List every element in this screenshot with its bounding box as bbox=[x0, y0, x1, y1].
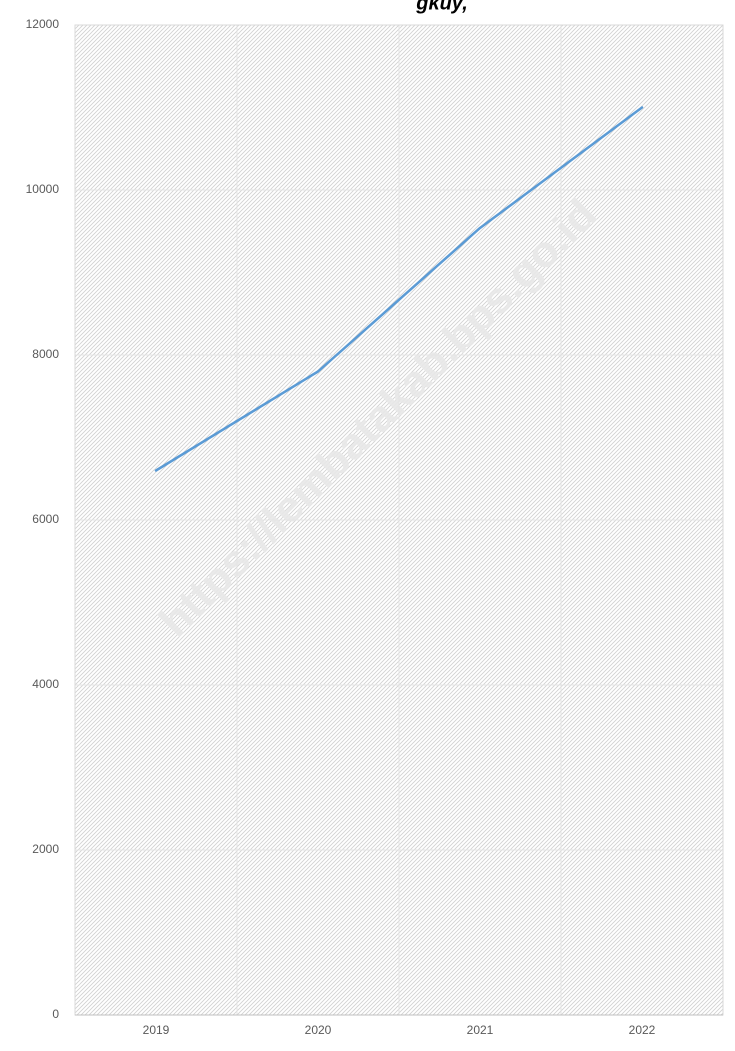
chart-title: gkuy, bbox=[415, 0, 468, 14]
x-tick-label: 2022 bbox=[629, 1023, 656, 1037]
line-series bbox=[154, 106, 644, 472]
y-tick-label: 10000 bbox=[26, 182, 60, 196]
y-tick-label: 0 bbox=[52, 1007, 59, 1021]
x-tick-label: 2020 bbox=[305, 1023, 332, 1037]
x-tick-label: 2021 bbox=[467, 1023, 494, 1037]
x-tick-label: 2019 bbox=[143, 1023, 170, 1037]
y-tick-label: 12000 bbox=[26, 17, 60, 31]
y-tick-label: 4000 bbox=[32, 677, 59, 691]
y-tick-label: 2000 bbox=[32, 842, 59, 856]
y-tick-label: 6000 bbox=[32, 512, 59, 526]
y-tick-label: 8000 bbox=[32, 347, 59, 361]
